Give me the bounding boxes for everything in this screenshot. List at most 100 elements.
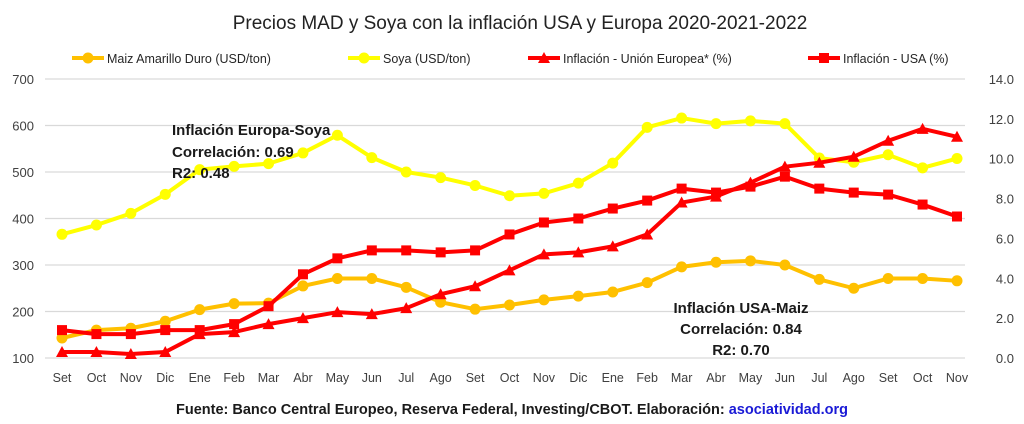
data-point (56, 346, 68, 358)
legend-marker (819, 53, 829, 63)
data-point (91, 329, 102, 340)
data-point (607, 203, 618, 214)
data-point (263, 301, 274, 312)
data-point (504, 299, 515, 311)
x-tick-label: May (326, 371, 350, 385)
data-point (296, 312, 309, 324)
annotation-usa-maiz-line2: Correlación: 0.84 (680, 321, 802, 338)
annotation-usa-maiz-line1: Inflación USA-Maiz (673, 300, 808, 317)
data-point (572, 290, 584, 302)
series-group (56, 112, 963, 360)
y-right-tick-label: 10.0 (989, 152, 1014, 167)
chart-title: Precios MAD y Soya con la inflación USA … (233, 13, 808, 34)
data-point (641, 228, 654, 240)
data-point (847, 150, 860, 162)
x-tick-label: May (739, 371, 763, 385)
data-point (159, 315, 171, 327)
data-point (90, 219, 102, 231)
data-point (676, 183, 687, 194)
data-point (917, 199, 928, 210)
legend: Maiz Amarillo Duro (USD/ton) Soya (USD/to… (72, 52, 949, 66)
data-point (951, 153, 963, 165)
source-link[interactable]: asociatividad.org (729, 402, 848, 418)
series-2 (56, 122, 963, 360)
data-point (641, 121, 653, 133)
data-point (124, 348, 137, 360)
data-point (504, 229, 515, 240)
annotation-europa-soya: Inflación Europa-Soya Correlación: 0.69 … (172, 122, 331, 182)
data-point (159, 346, 172, 358)
data-point (332, 253, 343, 264)
data-point (159, 188, 171, 200)
data-point (469, 280, 482, 292)
data-point (779, 118, 791, 130)
data-point (435, 296, 447, 308)
data-point (229, 319, 240, 330)
data-point (503, 264, 516, 276)
legend-label: Inflación - Unión Europea* (%) (563, 52, 732, 66)
y-right-tick-label: 12.0 (989, 112, 1014, 127)
data-point (400, 281, 412, 293)
data-point (400, 302, 413, 314)
data-point (297, 280, 309, 292)
data-point (366, 245, 377, 256)
x-tick-label: Abr (706, 371, 725, 385)
data-point (744, 255, 756, 267)
x-tick-label: Mar (671, 371, 693, 385)
data-point (848, 282, 860, 294)
data-point (572, 246, 585, 258)
data-point (778, 160, 791, 172)
annotation-europa-soya-line3: R2: 0.48 (172, 165, 230, 182)
legend-marker (82, 52, 94, 64)
data-point (297, 269, 308, 280)
data-point (401, 245, 412, 256)
data-point (779, 259, 791, 271)
x-tick-label: Oct (87, 371, 107, 385)
x-axis: Set Oct Nov Dic Ene Feb Mar Abr May Jun Jul Ago Set O… (53, 371, 969, 385)
data-point (711, 187, 722, 198)
series-line (62, 126, 958, 357)
data-point (676, 261, 688, 273)
data-point (813, 156, 826, 168)
x-tick-label: Set (53, 371, 72, 385)
source-text: Fuente: Banco Central Europeo, Reserva F… (176, 402, 729, 418)
data-point (573, 213, 584, 224)
y-left-tick-label: 400 (12, 212, 34, 227)
y-axis-right: 0.0 2.0 4.0 6.0 8.0 10.0 12.0 14.0 (989, 72, 1014, 366)
data-point (676, 112, 688, 124)
data-point (366, 152, 378, 164)
data-point (366, 272, 378, 284)
data-point (470, 245, 481, 256)
data-point (917, 272, 929, 284)
data-point (744, 115, 756, 127)
legend-item: Maiz Amarillo Duro (USD/ton) (72, 52, 271, 66)
x-tick-label: Nov (946, 371, 969, 385)
data-point (745, 181, 756, 192)
data-point (504, 190, 515, 202)
x-tick-label: Feb (636, 371, 658, 385)
y-left-tick-label: 600 (12, 119, 34, 134)
x-tick-label: Oct (913, 371, 933, 385)
y-left-tick-label: 700 (12, 72, 34, 87)
y-right-tick-label: 4.0 (996, 271, 1014, 286)
annotation-europa-soya-line1: Inflación Europa-Soya (172, 122, 331, 139)
data-point (675, 196, 688, 208)
x-tick-label: Ene (602, 371, 624, 385)
x-tick-label: Feb (223, 371, 245, 385)
x-tick-label: Dic (569, 371, 587, 385)
x-tick-label: Ene (189, 371, 211, 385)
data-point (263, 158, 275, 170)
data-point (228, 326, 241, 338)
data-point (710, 118, 722, 130)
data-point (90, 346, 103, 358)
data-point (883, 189, 894, 200)
data-point (917, 162, 929, 174)
data-point (194, 304, 206, 316)
data-point (228, 298, 240, 310)
data-point (813, 273, 825, 285)
x-tick-label: Jun (775, 371, 795, 385)
data-point (952, 211, 962, 222)
x-tick-label: Set (879, 371, 898, 385)
x-tick-label: Oct (500, 371, 520, 385)
